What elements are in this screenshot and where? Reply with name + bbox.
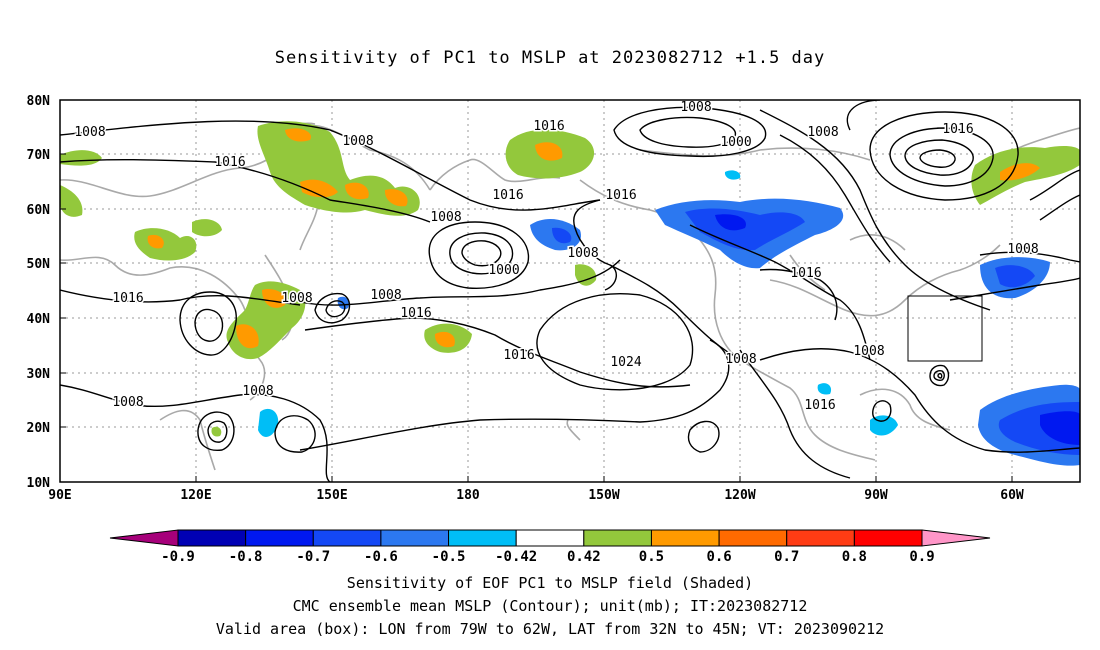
caption-line-3: Valid area (box): LON from 79W to 62W, L…	[215, 620, 885, 638]
contour-label: 1000	[488, 263, 519, 278]
caption-line-2: CMC ensemble mean MSLP (Contour); unit(m…	[292, 597, 808, 615]
colorbar-tick-label: 0.5	[639, 549, 664, 565]
contour-label: 1008	[567, 246, 598, 261]
contour-label: 1016	[112, 291, 143, 306]
contour-label: 1008	[807, 125, 838, 140]
lat-label: 60N	[27, 203, 51, 218]
colorbar-swatch	[786, 529, 855, 547]
lat-label: 50N	[27, 257, 51, 272]
contour-label: 1016	[214, 155, 245, 170]
colorbar-tick-label: -0.8	[229, 549, 263, 565]
contour-label: 1016	[400, 306, 431, 321]
contour-label: 1016	[790, 266, 821, 281]
negative-sensitivity-shading	[258, 170, 1080, 466]
longitude-labels: 90E 120E 150E 180 150W 120W 90W 60W	[48, 488, 1024, 503]
lon-label: 120W	[724, 488, 755, 503]
colorbar-swatch	[245, 529, 314, 547]
colorbar-tick-label: -0.7	[296, 549, 330, 565]
colorbar-low-arrow	[109, 529, 179, 547]
caption-line-1: Sensitivity of EOF PC1 to MSLP field (Sh…	[346, 574, 754, 592]
valid-area-box	[907, 295, 983, 362]
colorbar-tick-label: -0.5	[432, 549, 466, 565]
contour-label: 1016	[533, 119, 564, 134]
contour-label: 1008	[342, 134, 373, 149]
contour-label: 1016	[804, 398, 835, 413]
lat-label: 20N	[27, 421, 51, 436]
contour-label: 1008	[725, 352, 756, 367]
colorbar-swatch	[312, 529, 382, 547]
colorbar-tick-label: -0.42	[495, 549, 537, 565]
contour-label: 1016	[605, 188, 636, 203]
positive-sensitivity-shading	[60, 121, 1080, 437]
colorbar-swatch	[853, 529, 923, 547]
coastlines	[60, 122, 1080, 471]
map-frame	[59, 99, 1081, 483]
lon-label: 120E	[180, 488, 211, 503]
colorbar-swatch	[718, 529, 788, 547]
colorbar-swatch	[583, 529, 652, 547]
lon-label: 90E	[48, 488, 71, 503]
lon-label: 180	[456, 488, 480, 503]
contour-label: 1008	[1007, 242, 1038, 257]
contour-label: 1008	[430, 210, 461, 225]
colorbar-tick-label: 0.6	[706, 549, 731, 565]
colorbar-high-arrow	[921, 529, 991, 547]
colorbar-tick-label: 0.42	[567, 549, 601, 565]
lat-label: 40N	[27, 312, 51, 327]
colorbar-tick-label: 0.8	[842, 549, 867, 565]
colorbar-tick-labels: -0.9 -0.8 -0.7 -0.6 -0.5 -0.42 0.42 0.5 0.6 0.7 0.…	[161, 549, 935, 565]
colorbar-swatch	[448, 529, 517, 547]
mslp-contours	[60, 100, 1080, 482]
contour-label: 1016	[492, 188, 523, 203]
colorbar-tick-label: 0.9	[909, 549, 934, 565]
lon-label: 150W	[588, 488, 619, 503]
lat-label: 10N	[27, 476, 51, 491]
contour-label: 1016	[503, 348, 534, 363]
contour-label: 1008	[853, 344, 884, 359]
contour-label: 1008	[281, 291, 312, 306]
contour-label: 1008	[370, 288, 401, 303]
contour-label: 1008	[680, 100, 711, 115]
colorbar-swatch	[380, 529, 450, 547]
tick-marks	[60, 99, 1013, 483]
contour-label: 1008	[112, 395, 143, 410]
lon-label: 150E	[316, 488, 347, 503]
colorbar-swatch	[650, 529, 720, 547]
map-title: Sensitivity of PC1 to MSLP at 2023082712…	[274, 48, 826, 68]
lat-label: 80N	[27, 94, 51, 109]
contour-label: 1008	[242, 384, 273, 399]
colorbar-tick-label: 0.7	[774, 549, 799, 565]
colorbar	[109, 529, 991, 547]
lat-label: 70N	[27, 148, 51, 163]
contour-labels: 1008 1008 1008 1008 1016 1016 1016 1016 1008 1000…	[73, 100, 1040, 415]
lon-label: 60W	[1000, 488, 1024, 503]
colorbar-tick-label: -0.9	[161, 549, 195, 565]
lon-label: 90W	[864, 488, 888, 503]
latitude-labels: 80N 70N 60N 50N 40N 30N 20N 10N	[27, 94, 51, 491]
contour-label: 1008	[74, 125, 105, 140]
colorbar-tick-label: -0.6	[364, 549, 398, 565]
colorbar-swatch	[177, 529, 247, 547]
contour-label: 1024	[610, 355, 641, 370]
contour-label: 1000	[720, 135, 751, 150]
lat-label: 30N	[27, 367, 51, 382]
colorbar-swatch	[515, 529, 585, 547]
contour-label: 1016	[942, 122, 973, 137]
